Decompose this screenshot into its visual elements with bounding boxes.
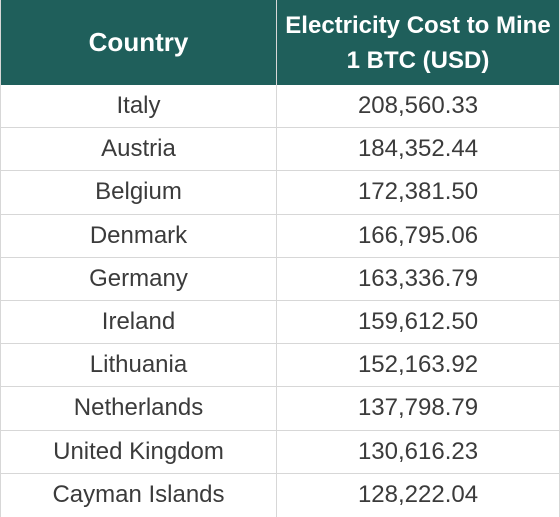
- table-row: Ireland 159,612.50: [1, 300, 559, 345]
- table-body: Italy 208,560.33 Austria 184,352.44 Belg…: [1, 85, 559, 517]
- country-cell: United Kingdom: [1, 430, 277, 473]
- cost-column-header: Electricity Cost to Mine 1 BTC (USD): [285, 11, 551, 74]
- cost-cell: 163,336.79: [357, 264, 479, 292]
- country-cell: Austria: [1, 128, 277, 171]
- country-cell: Belgium: [1, 171, 277, 214]
- country-cell: Cayman Islands: [1, 473, 277, 517]
- cost-cell: 130,616.23: [357, 437, 479, 465]
- country-cell: Ireland: [1, 300, 277, 344]
- cost-cell: 172,381.50: [357, 178, 479, 206]
- table-row: United Kingdom 130,616.23: [1, 430, 559, 474]
- cost-cell: 184,352.44: [357, 135, 479, 163]
- cost-cell: 159,612.50: [357, 308, 479, 336]
- country-column-header: Country: [1, 0, 277, 85]
- country-cell: Lithuania: [1, 344, 277, 387]
- table-row: Cayman Islands 128,222.04: [1, 473, 559, 517]
- country-cell: Netherlands: [1, 387, 277, 430]
- table-row: Denmark 166,795.06: [1, 214, 559, 258]
- table-row: Germany 163,336.79: [1, 257, 559, 301]
- table-row: Netherlands 137,798.79: [1, 387, 559, 431]
- table-row: Lithuania 152,163.92: [1, 344, 559, 388]
- cost-cell: 208,560.33: [357, 92, 479, 120]
- country-cell: Germany: [1, 257, 277, 300]
- cost-cell: 128,222.04: [357, 481, 479, 509]
- cost-cell: 137,798.79: [357, 394, 479, 422]
- cost-cell: 166,795.06: [357, 221, 479, 249]
- country-cell: Denmark: [1, 214, 277, 257]
- table-header: Country Electricity Cost to Mine 1 BTC (…: [1, 0, 559, 85]
- table-row: Belgium 172,381.50: [1, 171, 559, 215]
- table-row: Italy 208,560.33: [1, 85, 559, 129]
- country-cell: Italy: [1, 85, 277, 128]
- table-row: Austria 184,352.44: [1, 128, 559, 172]
- cost-cell: 152,163.92: [357, 351, 479, 379]
